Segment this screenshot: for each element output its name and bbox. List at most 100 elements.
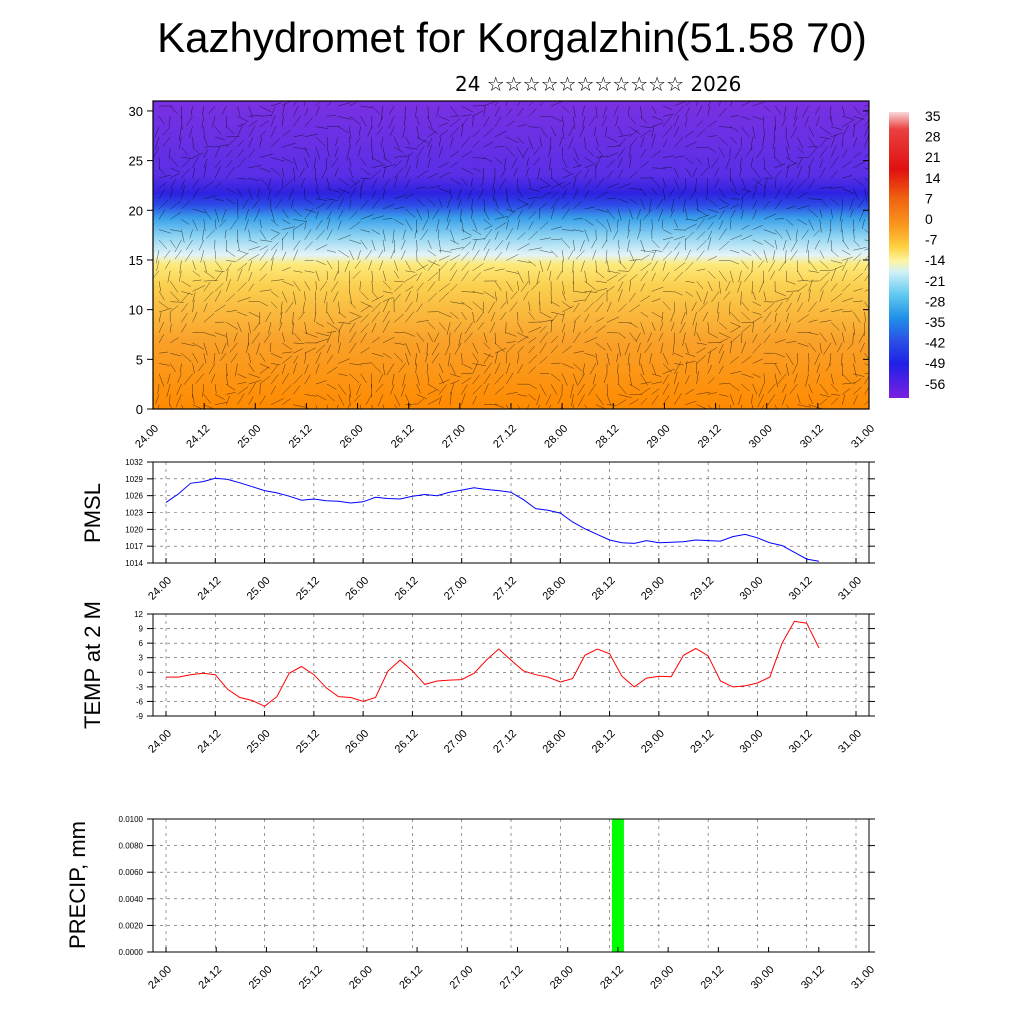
wind-barb [685, 106, 691, 117]
wind-barb [315, 281, 317, 291]
wind-barb [181, 404, 184, 409]
wind-barb [365, 250, 372, 260]
wind-barb [841, 137, 844, 148]
pmsl-x-tick-label: 29.12 [688, 575, 716, 603]
wind-barb [248, 363, 255, 372]
wind-barb [438, 171, 451, 179]
wind-barb [823, 342, 832, 355]
wind-barb [248, 177, 259, 182]
wind-barb [450, 118, 461, 127]
wind-barb [304, 374, 311, 385]
wind-barb [579, 126, 585, 138]
wind-barb [447, 353, 451, 367]
wind-barb [572, 260, 574, 273]
wind-barb [487, 301, 496, 314]
wind-barb [643, 208, 652, 221]
wind-barb [808, 384, 813, 394]
heatmap-y-tick-label: 0 [136, 402, 143, 417]
wind-barb [304, 133, 319, 138]
wind-barb [259, 105, 272, 113]
wind-barb [203, 332, 216, 337]
wind-barb [714, 167, 720, 177]
wind-barb [526, 157, 529, 167]
wind-barb [472, 263, 484, 271]
wind-barb [449, 392, 452, 405]
wind-barb [662, 241, 670, 251]
wind-barb [382, 353, 392, 359]
wind-barb [537, 167, 541, 180]
wind-barb [606, 274, 618, 282]
wind-barb [426, 363, 429, 374]
pmsl-x-tick-label: 29.00 [639, 575, 667, 603]
wind-barb [248, 353, 251, 364]
wind-barb [405, 219, 413, 231]
wind-barb [752, 316, 763, 323]
wind-barb [573, 302, 580, 313]
wind-barb [584, 206, 595, 210]
wind-barb [248, 246, 261, 251]
wind-barb [825, 363, 832, 372]
wind-barb [489, 322, 496, 333]
wind-barb [382, 299, 389, 313]
wind-barb [673, 167, 679, 179]
wind-barb [349, 291, 352, 304]
wind-barb [170, 105, 179, 115]
wind-barb [562, 229, 575, 231]
wind-barb [326, 331, 337, 333]
wind-barb [745, 147, 753, 157]
wind-barb [326, 260, 333, 270]
wind-barb [304, 198, 314, 205]
wind-barb [785, 323, 791, 333]
wind-barb [629, 304, 640, 313]
wind-barb [859, 342, 865, 353]
wind-barb [528, 108, 537, 117]
wind-barb [427, 126, 439, 135]
wind-barb [842, 188, 855, 194]
wind-barb [741, 197, 744, 210]
wind-barb [198, 363, 204, 372]
precip-x-tick-label: 28.00 [548, 964, 576, 992]
wind-barb [640, 129, 652, 138]
wind-barb [517, 270, 524, 284]
wind-barb [270, 385, 277, 395]
wind-barb [618, 394, 632, 398]
wind-barb [819, 320, 832, 323]
wind-barb [403, 116, 406, 127]
wind-barb [853, 311, 861, 323]
wind-barb [830, 116, 833, 126]
wind-barb [248, 125, 256, 138]
wind-barb [864, 239, 869, 241]
wind-barb [808, 136, 816, 148]
wind-barb [416, 332, 425, 343]
wind-barb [557, 394, 563, 404]
wind-barb [178, 126, 182, 141]
pmsl-y-tick-label: 1014 [125, 559, 143, 568]
wind-barb [382, 310, 390, 323]
wind-barb [405, 260, 412, 271]
wind-barb [662, 188, 666, 201]
wind-barb [416, 292, 419, 302]
wind-barb [281, 291, 288, 303]
wind-barb [539, 101, 545, 107]
wind-barb [226, 126, 235, 135]
wind-barb [270, 229, 281, 234]
wind-barb [517, 209, 523, 220]
wind-barb [192, 292, 196, 302]
wind-barb [707, 105, 711, 117]
wind-barb [698, 301, 708, 312]
wind-barb [450, 284, 458, 292]
wind-barb [718, 332, 731, 339]
wind-barb [170, 291, 180, 302]
wind-barb [651, 133, 656, 148]
wind-barb [573, 171, 582, 179]
wind-barb [270, 208, 275, 222]
wind-barb [326, 332, 332, 343]
wind-barb [696, 370, 699, 385]
wind-barb [382, 189, 385, 199]
wind-barb [293, 134, 305, 138]
wind-barb [221, 105, 227, 115]
wind-barb [830, 322, 840, 331]
wind-barb [584, 229, 590, 242]
wind-barb [153, 147, 160, 158]
